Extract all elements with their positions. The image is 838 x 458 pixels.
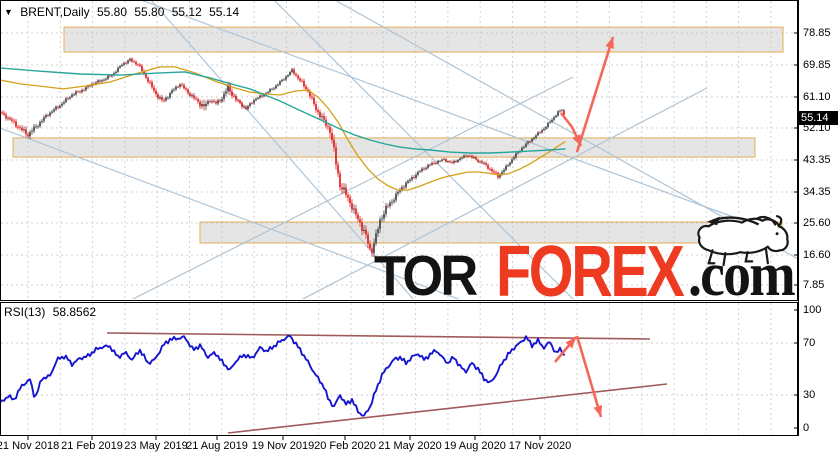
quote-open: 55.80 <box>96 5 127 19</box>
forecast-arrows <box>559 36 615 153</box>
support-resistance-zones <box>12 26 784 244</box>
date-axis-label: 21 May 2020 <box>378 440 442 452</box>
date-axis-label: 21 Feb 2019 <box>61 440 123 452</box>
current-price-tag: 55.14 <box>798 111 838 125</box>
rsi-axis-label: 70 <box>803 337 816 349</box>
date-axis-label: 19 Nov 2019 <box>251 440 315 452</box>
gridlines <box>1 1 797 434</box>
bull-icon <box>697 215 789 267</box>
quote-high: 55.80 <box>134 5 165 19</box>
rsi-axis-label: 30 <box>803 389 816 401</box>
watermark-tor: TOR <box>374 244 478 308</box>
rsi-value: 58.8562 <box>52 305 97 319</box>
candles <box>1 57 565 258</box>
price-axis-label: 69.85 <box>803 59 831 71</box>
price-axis-label: 78.85 <box>803 27 831 39</box>
rsi-axis-label: 100 <box>803 304 822 316</box>
date-axis-label: 20 Feb 2020 <box>314 440 376 452</box>
rsi-axis-label: 0 <box>803 422 810 434</box>
price-axis-label: 34.35 <box>803 186 831 198</box>
symbol-name: BRENT,Daily <box>20 5 90 19</box>
price-axis-label: 43.35 <box>803 154 831 166</box>
symbol-ohlc-label: ▼ BRENT,Daily 55.80 55.80 55.12 55.14 <box>4 5 243 19</box>
price-axis-label: 25.60 <box>803 217 831 229</box>
moving-averages <box>1 66 566 191</box>
rsi-forecast-arrows <box>554 335 603 418</box>
price-axis-label: 16.60 <box>803 249 831 261</box>
quote-close: 55.14 <box>209 5 240 19</box>
date-axis-label: 21 Nov 2018 <box>0 440 60 452</box>
date-axis-label: 23 May 2019 <box>124 440 188 452</box>
rsi-name: RSI(13) <box>4 305 46 319</box>
watermark-com: .com <box>688 241 796 309</box>
date-axis-label: 19 Aug 2020 <box>444 440 506 452</box>
panel-borders <box>0 0 799 440</box>
watermark-forex: FOREX <box>496 232 685 312</box>
price-axis-label: 52.10 <box>803 122 831 134</box>
price-axis-label: 7.85 <box>803 279 825 291</box>
symbol-dropdown-icon[interactable]: ▼ <box>4 7 13 17</box>
quote-low: 55.12 <box>171 5 202 19</box>
date-axis-label: 17 Nov 2020 <box>508 440 572 452</box>
price-axis-label: 61.10 <box>803 91 831 103</box>
rsi-indicator-label: RSI(13) 58.8562 <box>4 305 100 319</box>
date-axis-label: 21 Aug 2019 <box>186 440 248 452</box>
